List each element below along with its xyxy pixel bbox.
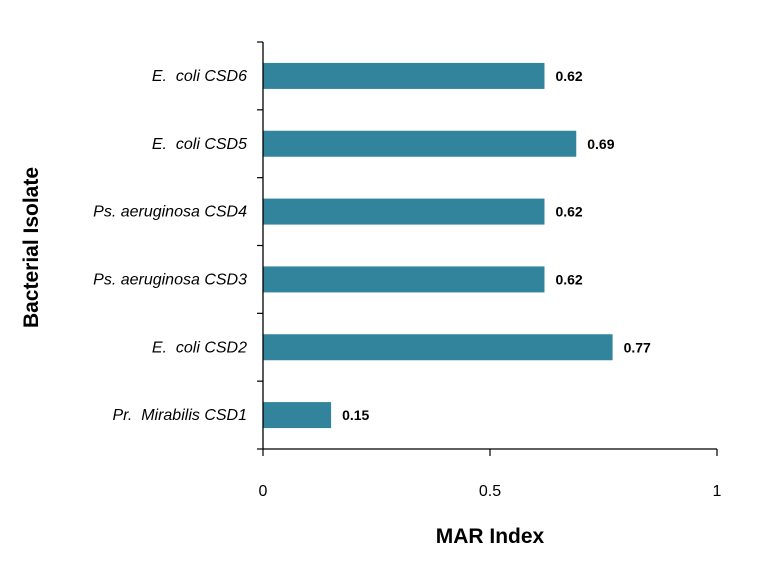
bar <box>263 130 577 157</box>
category-label: Pr. Mirabilis CSD1 <box>112 407 247 424</box>
x-tick-label: 0 <box>259 483 268 500</box>
axes <box>262 42 717 450</box>
bars <box>263 62 613 429</box>
x-axis-title: MAR Index <box>436 525 545 548</box>
labels: Pr. Mirabilis CSD1 0.15 E. coli CSD2 0.77 Ps… <box>93 68 721 500</box>
bar <box>263 334 613 361</box>
y-axis-title: Bacterial Isolate <box>20 167 43 328</box>
ticks <box>257 41 718 456</box>
category-label: E. coli CSD2 <box>152 339 247 356</box>
data-label: 0.69 <box>587 136 614 152</box>
bar <box>263 198 545 225</box>
data-label: 0.62 <box>555 271 582 287</box>
data-label: 0.77 <box>624 339 651 355</box>
bar <box>263 402 332 429</box>
category-label: E. coli CSD6 <box>152 68 247 85</box>
data-label: 0.62 <box>555 204 582 220</box>
category-label: Ps. aeruginosa CSD3 <box>93 271 247 288</box>
bar <box>263 266 545 293</box>
data-label: 0.15 <box>342 407 369 423</box>
data-label: 0.62 <box>555 68 582 84</box>
x-tick-label: 1 <box>713 483 722 500</box>
category-label: E. coli CSD5 <box>152 136 247 153</box>
x-tick-label: 0.5 <box>479 483 501 500</box>
category-label: Ps. aeruginosa CSD4 <box>93 204 247 221</box>
bar <box>263 62 545 89</box>
